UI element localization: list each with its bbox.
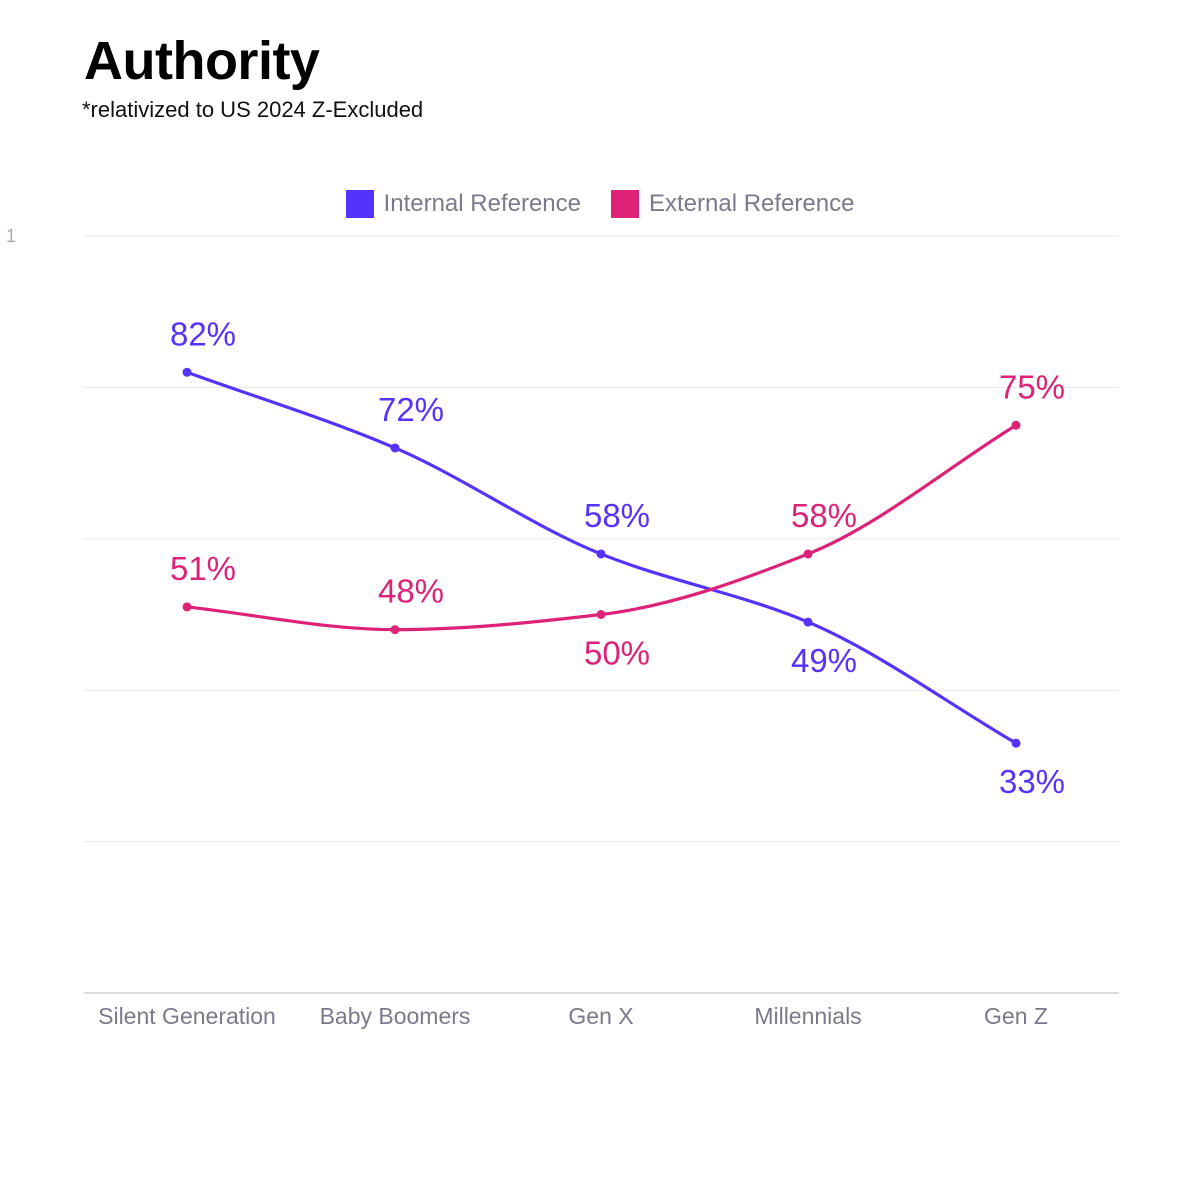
data-label-internal: 58% bbox=[584, 497, 650, 534]
legend-item-internal[interactable]: Internal Reference bbox=[345, 190, 581, 218]
x-tick-label: Gen Z bbox=[984, 1003, 1048, 1029]
data-point-external bbox=[596, 610, 606, 619]
data-label-internal: 82% bbox=[170, 315, 236, 352]
data-label-internal: 72% bbox=[378, 391, 444, 428]
data-point-internal bbox=[1011, 738, 1021, 748]
data-label-external: 48% bbox=[378, 573, 444, 610]
data-label-internal: 33% bbox=[999, 763, 1065, 800]
data-label-external: 75% bbox=[999, 368, 1065, 405]
legend-swatch-internal bbox=[345, 190, 374, 218]
chart-subtitle: *relativized to US 2024 Z-Excluded bbox=[82, 97, 424, 122]
legend-swatch-external bbox=[611, 190, 639, 218]
data-point-internal bbox=[596, 549, 606, 559]
data-label-internal: 49% bbox=[791, 642, 857, 679]
x-tick-label: Millennials bbox=[754, 1003, 861, 1029]
data-point-external bbox=[803, 549, 813, 559]
data-label-external: 50% bbox=[584, 635, 650, 672]
data-label-external: 58% bbox=[791, 497, 857, 534]
x-tick-label: Baby Boomers bbox=[320, 1003, 471, 1029]
data-point-internal bbox=[803, 617, 813, 627]
legend-label-internal: Internal Reference bbox=[383, 190, 581, 217]
data-point-external bbox=[1011, 420, 1021, 430]
chart-title: Authority bbox=[84, 31, 320, 91]
legend-label-external: External Reference bbox=[649, 190, 855, 217]
data-point-internal bbox=[182, 367, 192, 377]
data-label-external: 51% bbox=[170, 550, 236, 587]
data-point-external bbox=[390, 625, 400, 635]
legend: Internal Reference External Reference bbox=[0, 190, 1200, 218]
data-point-internal bbox=[390, 443, 400, 453]
stray-axis-label: 1 bbox=[6, 226, 17, 246]
data-point-external bbox=[182, 602, 192, 612]
x-tick-label: Silent Generation bbox=[98, 1003, 276, 1029]
legend-item-external[interactable]: External Reference bbox=[611, 190, 854, 218]
x-tick-label: Gen X bbox=[568, 1003, 633, 1029]
